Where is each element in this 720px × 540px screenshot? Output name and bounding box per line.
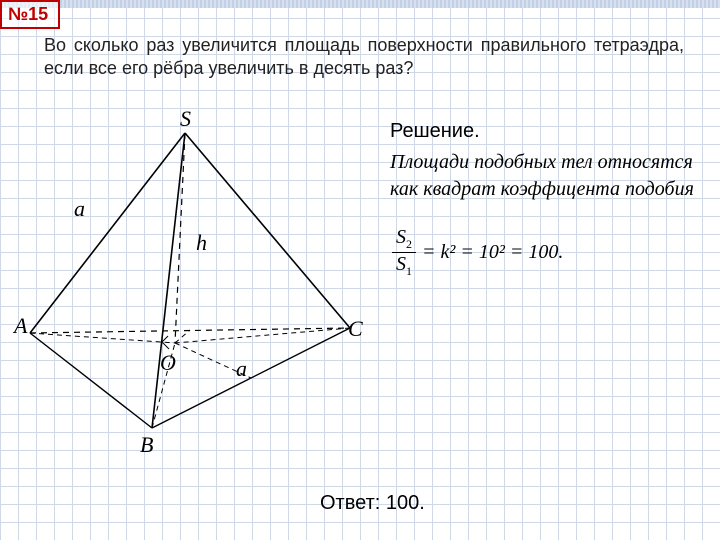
edge-a1-label: a <box>74 196 85 221</box>
tetrahedron-diagram: S A B C O a a h <box>10 108 370 468</box>
ratio-formula: S2 S1 = k² = 10² = 100. <box>392 226 563 279</box>
solution-body-text: Площади подобных тел относятся как квадр… <box>390 149 710 203</box>
formula-rhs: = k² = 10² = 100. <box>422 241 563 264</box>
problem-number-badge: №15 <box>0 0 60 29</box>
formula-num-sub: 2 <box>406 237 412 251</box>
formula-den-sub: 1 <box>406 264 412 278</box>
centroid-o-label: O <box>160 350 176 375</box>
top-gradient-strip <box>0 0 720 8</box>
vertex-b-label: B <box>140 432 153 457</box>
vertex-c-label: C <box>348 316 363 341</box>
problem-text: Во сколько раз увеличится площадь поверх… <box>44 34 684 79</box>
formula-denominator: S <box>396 253 406 275</box>
answer-text: Ответ: 100. <box>320 492 425 515</box>
solution-title: Решение. <box>390 120 710 143</box>
solution-block: Решение. Площади подобных тел относятся … <box>390 120 710 203</box>
edge-a2-label: a <box>236 356 247 381</box>
height-h-label: h <box>196 230 207 255</box>
formula-numerator: S <box>396 226 406 248</box>
vertex-a-label: A <box>12 313 28 338</box>
vertex-s-label: S <box>180 108 191 131</box>
